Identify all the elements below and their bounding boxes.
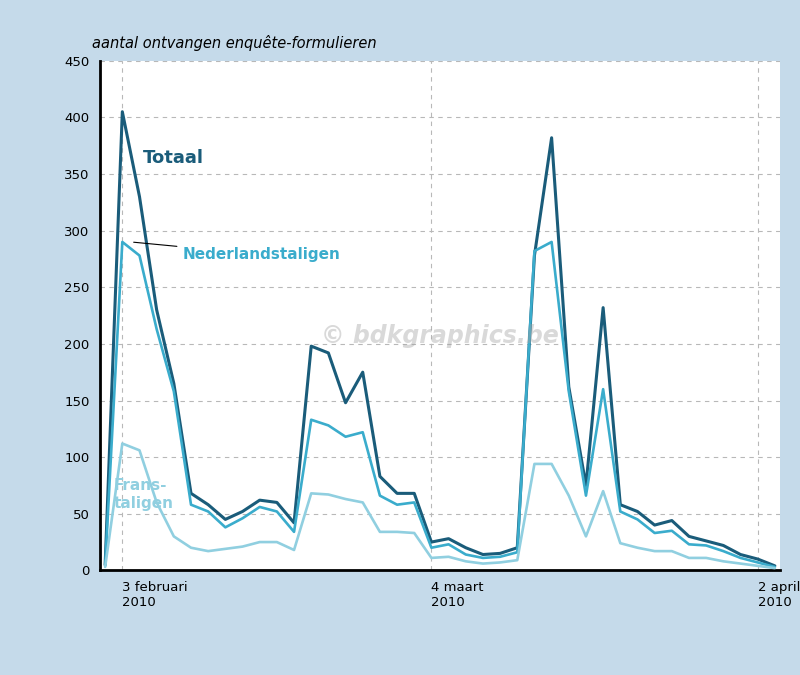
Text: aantal ontvangen enquête-formulieren: aantal ontvangen enquête-formulieren — [92, 34, 377, 51]
Text: Frans-
taligen: Frans- taligen — [114, 477, 174, 511]
Text: Nederlandstaligen: Nederlandstaligen — [134, 242, 340, 262]
Text: Totaal: Totaal — [143, 148, 204, 167]
Text: © bdkgraphics.be: © bdkgraphics.be — [321, 324, 559, 348]
